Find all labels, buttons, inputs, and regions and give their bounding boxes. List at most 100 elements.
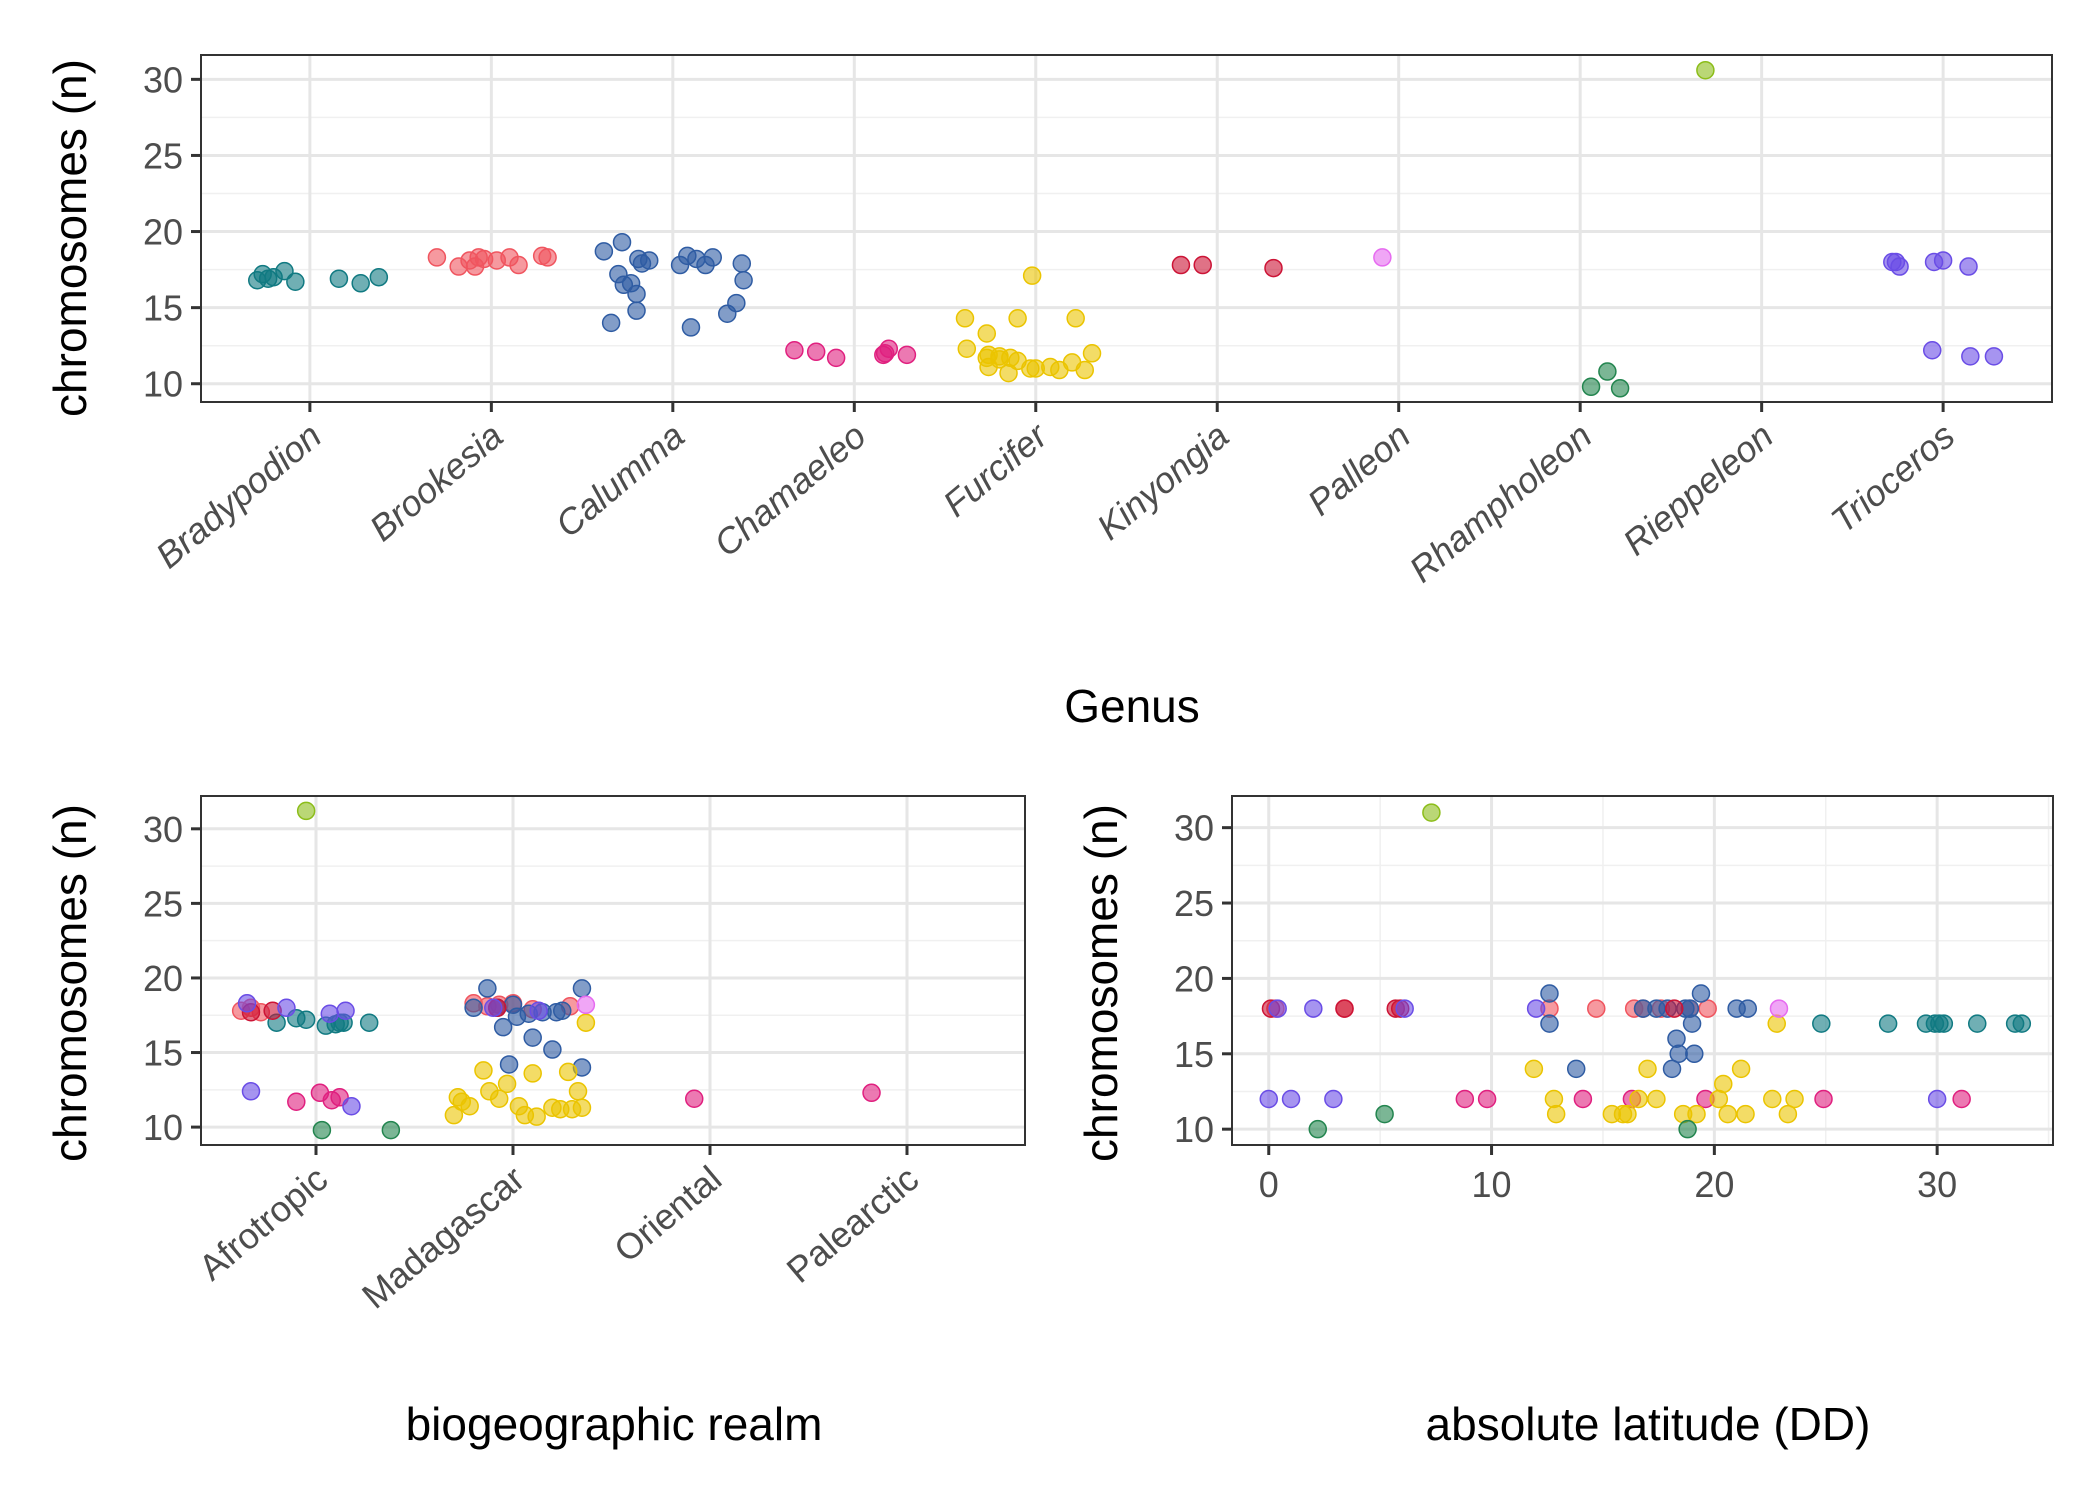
latitude-panel-border xyxy=(1231,795,2054,1146)
realm-point-rhampholeon xyxy=(312,1120,332,1140)
genus-point-furcifer xyxy=(1082,344,1102,363)
latitude-point-furcifer xyxy=(1736,1104,1755,1124)
latitude-point-furcifer xyxy=(1718,1104,1737,1124)
latitude-point-rieppeleon xyxy=(1422,803,1441,822)
latitude-point-furcifer xyxy=(1638,1059,1657,1079)
realm-point-chamaeleo xyxy=(862,1083,881,1103)
genus-y-tick-label: 15 xyxy=(143,288,183,329)
latitude-point-calumma xyxy=(1540,1014,1559,1033)
genus-point-calumma xyxy=(601,313,621,333)
genus-point-calumma xyxy=(734,270,753,290)
latitude-point-calumma xyxy=(1566,1059,1586,1079)
realm-y-tick-label: 15 xyxy=(143,1033,183,1074)
genus-point-bradypodion xyxy=(329,269,349,288)
genus-point-furcifer xyxy=(977,324,997,343)
realm-y-axis-title: chromosomes (n) xyxy=(44,804,96,1162)
realm-point-furcifer xyxy=(444,1105,464,1125)
genus-point-trioceros xyxy=(1984,347,2004,366)
latitude-x-tick-label: 10 xyxy=(1472,1164,1512,1205)
genus-point-palleon xyxy=(1373,248,1392,267)
genus-point-brookesia xyxy=(538,248,557,267)
latitude-point-calumma xyxy=(1669,1044,1688,1064)
latitude-point-palleon xyxy=(1769,999,1789,1018)
realm-point-furcifer xyxy=(527,1107,546,1126)
latitude-point-brookesia xyxy=(1587,999,1606,1018)
latitude-point-chamaeleo xyxy=(1814,1089,1833,1109)
realm-point-trioceros xyxy=(529,1001,548,1021)
latitude-point-trioceros xyxy=(1395,999,1414,1018)
latitude-point-furcifer xyxy=(1544,1089,1564,1109)
genus-point-calumma xyxy=(681,318,701,337)
genus-x-tick-label-rhampholeon: Rhampholeon xyxy=(1401,415,1599,590)
realm-point-calumma xyxy=(499,1055,519,1074)
genus-point-bradypodion xyxy=(286,272,305,292)
realm-point-furcifer xyxy=(523,1064,542,1083)
latitude-x-tick-label: 30 xyxy=(1917,1164,1957,1205)
latitude-point-bradypodion xyxy=(1812,1014,1831,1033)
latitude-point-furcifer xyxy=(1763,1089,1782,1109)
realm-point-calumma xyxy=(493,1017,513,1037)
realm-point-trioceros xyxy=(484,998,503,1018)
realm-point-chamaeleo xyxy=(287,1092,306,1111)
latitude-point-bradypodion xyxy=(1934,1014,1954,1033)
genus-point-kinyongia xyxy=(1193,255,1212,275)
latitude-point-furcifer xyxy=(1687,1104,1706,1124)
genus-point-kinyongia xyxy=(1171,255,1191,275)
latitude-y-tick-label: 10 xyxy=(1174,1109,1214,1150)
latitude-point-calumma xyxy=(1680,999,1700,1018)
genus-y-tick-label: 25 xyxy=(143,135,183,176)
genus-point-furcifer xyxy=(1066,309,1085,328)
genus-point-bradypodion xyxy=(351,274,370,293)
genus-y-tick-label: 10 xyxy=(143,364,183,405)
realm-x-tick-label-afrotropic: Afrotropic xyxy=(191,1158,335,1288)
genus-x-tick-label-calumma: Calumma xyxy=(548,415,692,545)
latitude-point-calumma xyxy=(1738,999,1758,1018)
realm-point-furcifer xyxy=(489,1089,509,1109)
realm-point-rieppeleon xyxy=(296,801,316,821)
genus-y-tick-label: 30 xyxy=(143,59,183,100)
realm-point-calumma xyxy=(543,1040,562,1059)
genus-point-brookesia xyxy=(427,248,447,267)
genus-point-chamaeleo xyxy=(806,342,826,362)
realm-point-furcifer xyxy=(558,1062,578,1082)
latitude-point-furcifer xyxy=(1647,1089,1666,1109)
latitude-point-furcifer xyxy=(1714,1074,1733,1094)
realm-point-furcifer xyxy=(497,1074,517,1094)
realm-point-bradypodion xyxy=(296,1010,316,1029)
latitude-point-rhampholeon xyxy=(1308,1119,1328,1139)
latitude-point-calumma xyxy=(1691,984,1711,1003)
latitude-point-calumma xyxy=(1662,1059,1682,1079)
latitude-point-chamaeleo xyxy=(1455,1089,1475,1109)
realm-y-tick-label: 10 xyxy=(143,1107,183,1148)
genus-point-rhampholeon xyxy=(1581,377,1601,397)
latitude-point-chamaeleo xyxy=(1952,1089,1971,1109)
genus-point-calumma xyxy=(627,301,646,320)
latitude-point-furcifer xyxy=(1629,1089,1648,1109)
realm-point-calumma xyxy=(553,1001,572,1021)
realm-point-calumma xyxy=(464,998,483,1018)
realm-point-calumma xyxy=(572,979,592,998)
genus-point-calumma xyxy=(627,284,646,304)
genus-panel-border xyxy=(200,54,2053,403)
genus-x-tick-label-rieppeleon: Rieppeleon xyxy=(1615,415,1781,563)
genus-x-tick-label-palleon: Palleon xyxy=(1299,415,1417,524)
latitude-point-furcifer xyxy=(1778,1104,1798,1124)
latitude-point-chamaeleo xyxy=(1573,1089,1593,1109)
genus-x-tick-label-trioceros: Trioceros xyxy=(1823,415,1962,541)
realm-point-trioceros xyxy=(237,994,257,1013)
latitude-point-bradypodion xyxy=(2012,1014,2032,1033)
latitude-point-furcifer xyxy=(1524,1059,1544,1079)
genus-point-rhampholeon xyxy=(1610,379,1630,398)
latitude-point-furcifer xyxy=(1546,1104,1566,1124)
latitude-point-calumma xyxy=(1540,984,1559,1003)
genus-point-calumma xyxy=(732,254,752,273)
realm-point-furcifer xyxy=(474,1061,493,1080)
latitude-point-calumma xyxy=(1685,1044,1704,1064)
realm-point-trioceros xyxy=(320,1004,340,1024)
realm-point-palleon xyxy=(576,995,596,1015)
genus-y-axis-title: chromosomes (n) xyxy=(44,59,96,417)
genus-point-calumma xyxy=(727,293,746,313)
realm-point-trioceros xyxy=(241,1082,261,1101)
realm-panel: 10 15 20 25 30 Afrotropic Madagascar Oriental Pa… xyxy=(44,795,1026,1450)
realm-x-tick-label-palearctic: Palearctic xyxy=(779,1158,926,1291)
